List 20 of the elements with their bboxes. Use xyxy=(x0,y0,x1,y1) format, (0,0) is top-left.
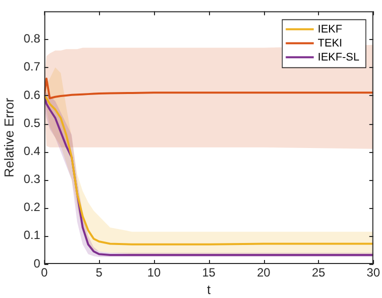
legend-label: IEKF xyxy=(318,24,342,36)
y-tick-label: 0.5 xyxy=(24,116,41,130)
y-tick-label: 0.3 xyxy=(24,172,41,186)
x-tick-label: 15 xyxy=(202,266,216,280)
x-tick-label: 5 xyxy=(96,266,103,280)
y-tick-label: 0.8 xyxy=(24,32,41,46)
legend-label: TEKI xyxy=(318,38,342,50)
x-tick-label: 10 xyxy=(147,266,161,280)
y-tick-label: 0.6 xyxy=(24,88,41,102)
y-tick-label: 0.1 xyxy=(24,228,41,242)
y-tick-label: 0.4 xyxy=(24,144,41,158)
y-tick-label: 0.2 xyxy=(24,200,41,214)
y-axis-title: Relative Error xyxy=(1,97,16,178)
x-axis-title: t xyxy=(206,282,211,297)
x-tick-label: 30 xyxy=(366,266,380,280)
y-tick-label: 0.7 xyxy=(24,60,41,74)
x-tick-label: 25 xyxy=(312,266,326,280)
legend-label: IEKF-SL xyxy=(318,52,360,64)
x-tick-label: 20 xyxy=(256,266,271,280)
y-tick-label: 0 xyxy=(34,256,41,270)
